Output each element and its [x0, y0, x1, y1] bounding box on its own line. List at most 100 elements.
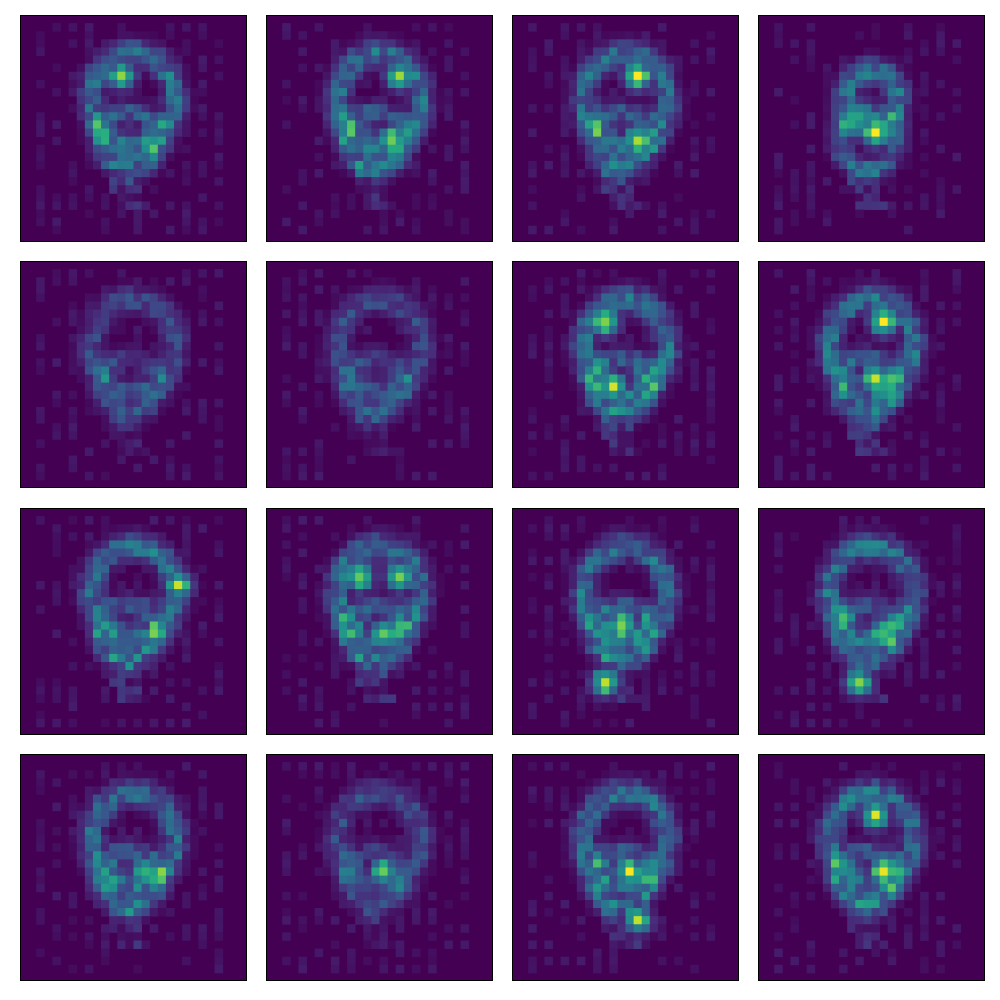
heatmap-cell [282, 277, 291, 286]
heatmap-cell [544, 471, 553, 481]
heatmap-cell [863, 152, 872, 162]
heatmap-cell [584, 802, 594, 812]
heatmap-cell [371, 71, 380, 81]
heatmap-cell [182, 516, 191, 525]
heatmap-cell [149, 47, 159, 56]
heatmap-cell [601, 924, 610, 933]
sample-panel-10 [266, 508, 493, 735]
heatmap-cell [125, 653, 134, 663]
heatmap-cell [657, 810, 667, 820]
heatmap-cell [395, 398, 405, 408]
heatmap-cell [182, 932, 191, 941]
heatmap-cell [706, 778, 716, 787]
heatmap-cell [282, 516, 291, 525]
heatmap-cell [403, 899, 413, 909]
heatmap-cell [544, 653, 553, 663]
heatmap-cell [395, 217, 405, 227]
heatmap-cell [460, 778, 470, 787]
heatmap-cell [198, 317, 207, 327]
heatmap-cell [338, 104, 348, 113]
heatmap-cell [609, 843, 618, 852]
heatmap-cell [887, 136, 897, 146]
heatmap-cell [330, 818, 340, 828]
heatmap-cell [871, 447, 881, 456]
heatmap-cell [92, 350, 102, 359]
heatmap-cell [952, 374, 962, 384]
heatmap-cell [174, 63, 183, 73]
heatmap-cell [117, 597, 126, 606]
heatmap-cell [314, 333, 324, 343]
heatmap-cell [560, 605, 570, 614]
heatmap-cell [674, 325, 683, 335]
heatmap-cell [641, 556, 651, 566]
heatmap-cell [609, 940, 618, 949]
heatmap-cell [863, 325, 872, 335]
heatmap-cell [806, 786, 816, 795]
heatmap-cell [895, 564, 905, 574]
heatmap-cell [912, 629, 921, 639]
heatmap-cell [584, 883, 594, 893]
heatmap-cell [822, 358, 832, 367]
heatmap-cell [576, 277, 586, 286]
heatmap-cell [125, 940, 134, 949]
heatmap-cell [920, 317, 929, 327]
heatmap-cell [871, 826, 881, 836]
heatmap-cell [528, 548, 537, 558]
heatmap-cell [706, 810, 716, 820]
heatmap-cell [198, 309, 207, 319]
heatmap-cell [706, 589, 716, 598]
heatmap-cell [952, 702, 962, 712]
heatmap-cell [460, 762, 470, 771]
heatmap-cell [593, 629, 602, 639]
heatmap-cell [347, 859, 356, 868]
heatmap-cell [149, 185, 159, 194]
heatmap-cell [182, 653, 191, 663]
heatmap-cell [411, 818, 421, 828]
heatmap-cell [182, 605, 191, 614]
heatmap-cell [576, 325, 586, 335]
heatmap-cell [68, 580, 78, 590]
heatmap-cell [641, 899, 651, 909]
heatmap-cell [411, 301, 421, 311]
heatmap-cell [198, 169, 207, 178]
heatmap-cell [576, 843, 586, 852]
heatmap-cell [149, 169, 159, 178]
heatmap-cell [871, 350, 881, 359]
heatmap-cell [609, 439, 618, 448]
heatmap-cell [68, 686, 78, 695]
heatmap-cell [117, 136, 126, 146]
heatmap-cell [625, 532, 635, 541]
heatmap-cell [633, 79, 643, 89]
heatmap-cell [428, 818, 437, 828]
heatmap-cell [879, 818, 889, 828]
heatmap-cell [174, 613, 183, 622]
heatmap-cell [338, 309, 348, 319]
heatmap-cell [363, 358, 372, 367]
heatmap-cell [92, 293, 102, 302]
heatmap-cell [863, 597, 872, 606]
heatmap-cell [117, 810, 126, 820]
heatmap-cell [666, 104, 675, 113]
heatmap-cell [560, 301, 570, 311]
heatmap-cell [855, 702, 864, 712]
heatmap-cell [609, 686, 618, 695]
heatmap-cell [36, 285, 45, 294]
heatmap-cell [657, 269, 667, 278]
heatmap-cell [141, 645, 151, 655]
heatmap-cell [847, 818, 856, 828]
heatmap-cell [174, 47, 183, 56]
heatmap-cell [428, 948, 437, 958]
heatmap-cell [863, 605, 872, 614]
heatmap-cell [428, 350, 437, 359]
heatmap-cell [101, 79, 110, 89]
heatmap-cell [371, 96, 380, 105]
heatmap-cell [625, 293, 635, 302]
heatmap-cell [117, 532, 126, 541]
heatmap-cell [879, 152, 889, 162]
heatmap-cell [133, 104, 143, 113]
heatmap-cell [839, 580, 848, 590]
heatmap-cell [790, 55, 799, 65]
heatmap-cell [355, 670, 364, 679]
heatmap-cell [576, 851, 586, 860]
heatmap-cell [528, 471, 537, 481]
